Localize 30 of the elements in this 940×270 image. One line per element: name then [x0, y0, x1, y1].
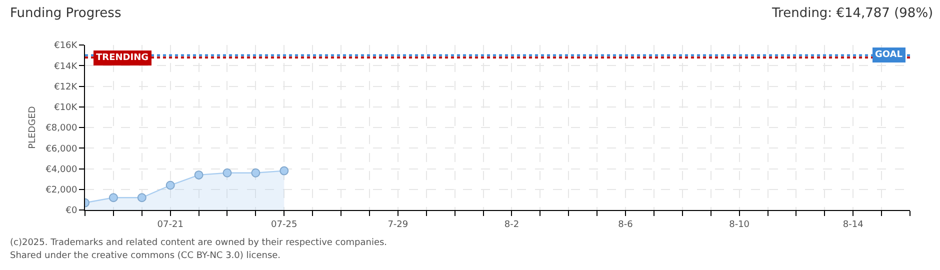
y-tick-label: €8,000: [46, 124, 78, 134]
y-tick-label: €12K: [54, 82, 78, 92]
x-tick-label: 07-21: [157, 220, 184, 230]
y-axis-title: PLEDGED: [28, 106, 38, 149]
point: [280, 166, 289, 176]
ref-line-label: TRENDING: [96, 53, 148, 63]
y-tick-label: €16K: [54, 41, 78, 52]
point: [108, 193, 118, 202]
point: [222, 168, 232, 178]
point: [251, 168, 260, 178]
text: (c)2025. Trademarks and related content are owned by their respective companies.: [10, 238, 388, 248]
y-tick-label: €4,000: [46, 164, 78, 175]
chart-subtitle: Trending: €14,787 (98%): [771, 6, 934, 21]
ref-line-label: GOAL: [875, 50, 903, 60]
y-tick-label: €2,000: [46, 186, 78, 196]
y-tick-label: €0: [66, 206, 78, 216]
x-tick-label: 7-29: [388, 220, 408, 230]
x-tick-label: 8-10: [729, 220, 750, 230]
y-tick-label: €10K: [54, 103, 78, 114]
x-tick-label: 8-6: [618, 220, 634, 230]
y-tick-label: €6,000: [46, 144, 78, 154]
x-tick-label: 8-2: [504, 220, 520, 230]
text: Shared under the creative commons (CC BY-NC 3.0) license.: [10, 251, 281, 261]
y-tick-label: €14K: [54, 62, 78, 72]
point: [137, 193, 146, 202]
point: [194, 170, 204, 180]
chart-title: Funding Progress: [10, 6, 122, 21]
x-tick-label: 07-25: [271, 220, 298, 230]
point: [166, 180, 175, 190]
x-tick-label: 8-14: [842, 220, 864, 230]
